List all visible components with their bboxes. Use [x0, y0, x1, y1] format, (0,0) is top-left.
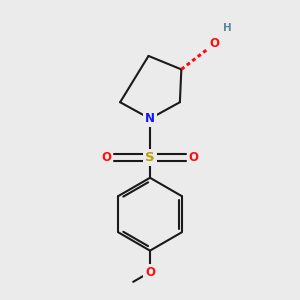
Text: O: O: [188, 151, 198, 164]
Text: H: H: [223, 22, 232, 33]
Text: N: N: [145, 112, 155, 125]
Text: O: O: [102, 151, 112, 164]
Text: O: O: [145, 266, 155, 279]
Text: S: S: [145, 151, 155, 164]
Text: O: O: [209, 38, 219, 50]
